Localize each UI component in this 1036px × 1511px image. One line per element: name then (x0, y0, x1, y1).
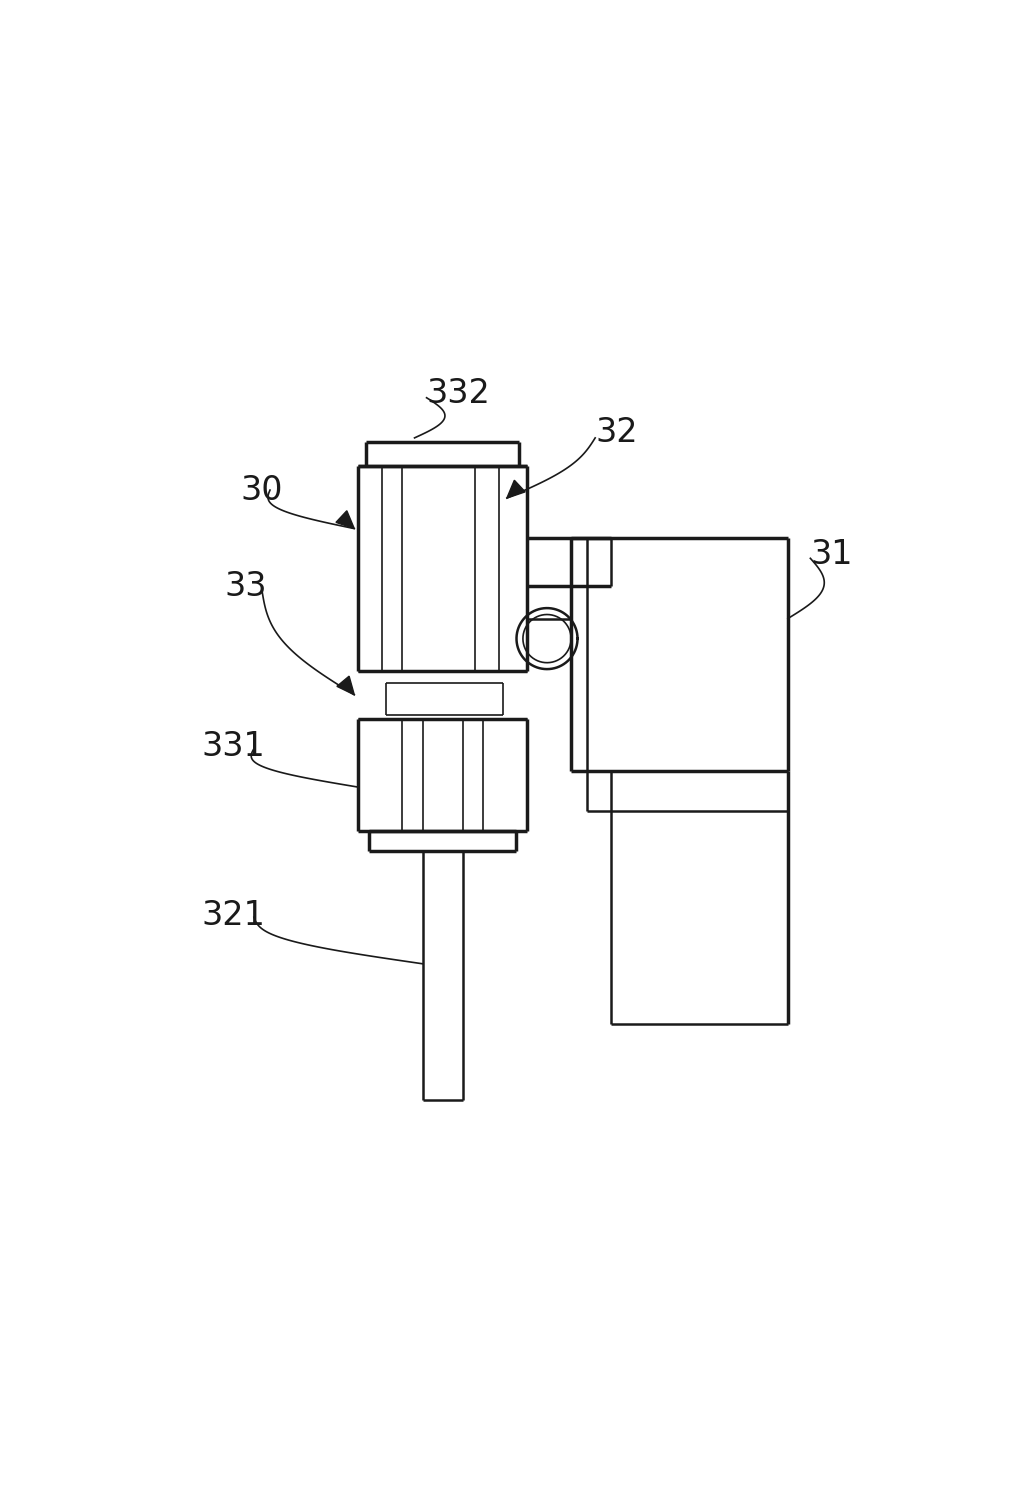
Text: 30: 30 (240, 473, 283, 506)
Text: 331: 331 (202, 730, 265, 763)
Polygon shape (336, 511, 354, 529)
Text: 31: 31 (810, 538, 853, 571)
Text: 32: 32 (595, 416, 638, 449)
Text: 321: 321 (202, 899, 265, 932)
Text: 332: 332 (427, 378, 490, 409)
Polygon shape (507, 480, 525, 499)
Text: 33: 33 (224, 570, 266, 603)
Polygon shape (337, 675, 354, 695)
